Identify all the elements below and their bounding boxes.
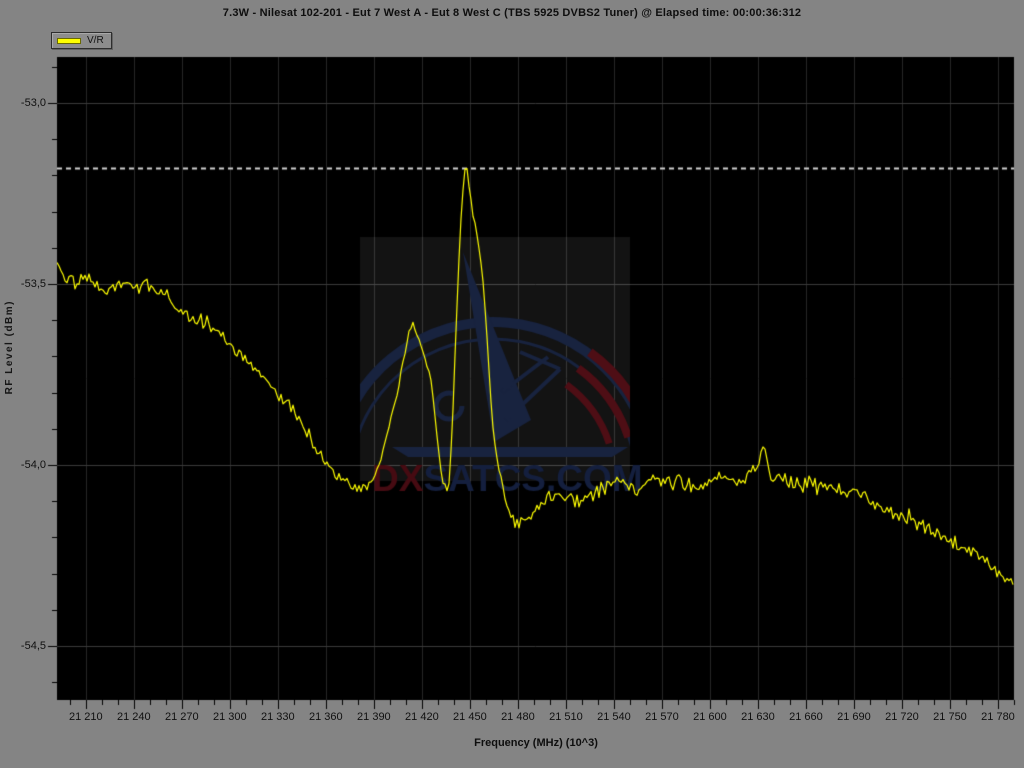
x-tick-label: 21 300 — [213, 711, 247, 723]
y-tick-label: -54,5 — [20, 640, 46, 653]
legend-series-label: V/R — [87, 35, 104, 46]
chart-title: 7.3W - Nilesat 102-201 - Eut 7 West A - … — [222, 7, 802, 19]
x-tick-label: 21 570 — [645, 711, 679, 723]
x-tick-label: 21 780 — [981, 711, 1015, 723]
y-tick-label: -53,5 — [20, 278, 46, 290]
x-tick-label: 21 330 — [261, 711, 295, 723]
x-tick-label: 21 540 — [597, 711, 631, 723]
x-tick-label: 21 450 — [453, 711, 487, 723]
y-axis-title: RF Level (dBm) — [4, 300, 15, 395]
x-tick-label: 21 600 — [693, 711, 727, 723]
x-tick-label: 21 510 — [549, 711, 583, 723]
x-tick-label: 21 690 — [837, 711, 871, 723]
x-tick-label: 21 720 — [885, 711, 919, 723]
y-tick-label: -53,0 — [20, 96, 46, 109]
y-tick-label: -54,0 — [20, 459, 46, 472]
x-tick-label: 21 630 — [741, 711, 775, 723]
x-tick-label: 21 210 — [68, 711, 103, 723]
x-axis-title: Frequency (MHz) (10^3) — [474, 737, 598, 749]
legend: V/R — [51, 32, 112, 49]
x-tick-label: 21 750 — [933, 711, 967, 723]
x-tick-label: 21 660 — [789, 711, 823, 723]
x-tick-label: 21 360 — [309, 711, 343, 723]
series-color-swatch — [57, 37, 81, 44]
x-tick-label: 21 240 — [116, 711, 151, 723]
x-tick-label: 21 420 — [405, 711, 439, 723]
x-tick-label: 21 390 — [357, 711, 391, 723]
x-tick-label: 21 480 — [501, 711, 535, 723]
x-tick-label: 21 270 — [164, 711, 199, 723]
